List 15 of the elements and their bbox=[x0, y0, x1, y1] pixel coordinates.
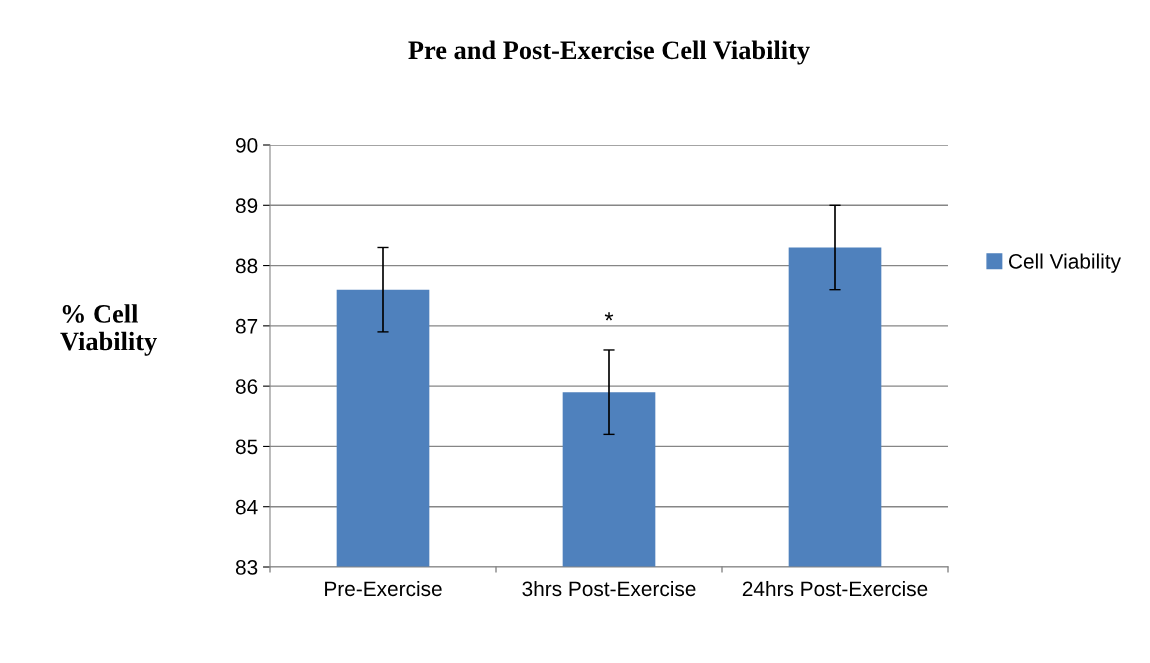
y-tick-label: 86 bbox=[235, 379, 258, 394]
y-tick-label: 87 bbox=[235, 318, 258, 334]
y-axis-title: % Cell Viability bbox=[60, 304, 157, 356]
chart-title: Pre and Post-Exercise Cell Viability bbox=[408, 40, 810, 65]
y-tick-label: 88 bbox=[235, 258, 258, 274]
legend-label: Cell Viability bbox=[1008, 253, 1121, 273]
x-tick-label: 3hrs Post-Exercise bbox=[522, 580, 696, 597]
annotation: * bbox=[604, 312, 614, 321]
x-tick-label: 24hrs Post-Exercise bbox=[742, 580, 928, 597]
y-tick-label: 89 bbox=[235, 198, 258, 214]
y-tick-label: 83 bbox=[235, 560, 258, 575]
y-tick-label: 84 bbox=[235, 499, 258, 515]
y-tick-label: 85 bbox=[235, 439, 258, 455]
y-tick-label: 90 bbox=[236, 138, 258, 153]
x-tick-label: Pre-Exercise bbox=[325, 580, 442, 597]
